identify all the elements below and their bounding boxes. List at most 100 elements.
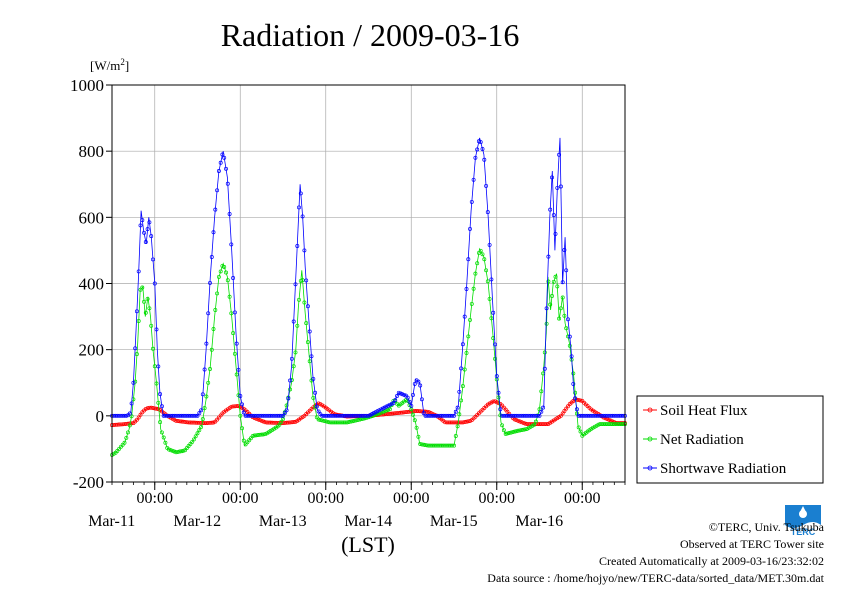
data-point bbox=[452, 443, 456, 448]
data-point bbox=[115, 413, 120, 418]
data-point bbox=[145, 296, 150, 301]
data-point bbox=[281, 413, 285, 418]
data-point bbox=[325, 419, 330, 424]
data-point bbox=[193, 434, 198, 439]
data-point bbox=[161, 435, 166, 440]
x-tick-time-label: 00:00 bbox=[222, 490, 258, 507]
data-point bbox=[585, 413, 590, 418]
data-point bbox=[466, 257, 471, 262]
data-point bbox=[250, 413, 255, 418]
y-axis-label: [W/m2] bbox=[90, 57, 129, 73]
data-point bbox=[510, 430, 515, 435]
legend-label: Soil Heat Flux bbox=[660, 403, 748, 419]
data-point bbox=[583, 413, 588, 418]
data-point bbox=[213, 207, 218, 212]
data-point bbox=[539, 409, 544, 414]
data-point bbox=[409, 403, 414, 408]
data-point bbox=[550, 175, 554, 180]
data-point bbox=[571, 371, 576, 376]
data-point bbox=[175, 419, 180, 423]
data-point bbox=[526, 422, 531, 427]
data-point bbox=[297, 205, 301, 210]
data-point bbox=[225, 278, 230, 283]
data-point bbox=[509, 413, 513, 418]
data-point bbox=[485, 279, 490, 284]
data-point bbox=[464, 287, 469, 291]
data-point bbox=[567, 334, 572, 339]
data-point bbox=[175, 449, 180, 454]
footer-copyright: ©TERC, Univ. Tsukuba bbox=[708, 520, 824, 534]
data-point bbox=[248, 413, 253, 418]
data-point bbox=[120, 413, 125, 418]
data-point bbox=[197, 428, 202, 433]
data-point bbox=[143, 406, 148, 411]
data-point bbox=[118, 413, 123, 418]
data-point bbox=[302, 248, 307, 253]
data-point bbox=[512, 429, 517, 434]
data-point bbox=[542, 422, 547, 427]
data-point bbox=[405, 395, 410, 400]
footer-observed: Observed at TERC Tower site bbox=[679, 537, 824, 551]
data-point bbox=[432, 443, 437, 448]
data-point bbox=[206, 311, 211, 316]
chart-title: Radiation / 2009-03-16 bbox=[221, 17, 520, 53]
data-point bbox=[346, 413, 351, 418]
data-point bbox=[592, 413, 597, 418]
data-point bbox=[457, 389, 462, 394]
y-tick-label: 0 bbox=[96, 407, 105, 426]
data-point bbox=[343, 413, 348, 418]
data-point bbox=[193, 413, 198, 418]
data-point bbox=[204, 394, 209, 399]
data-point bbox=[202, 367, 207, 372]
data-point bbox=[289, 356, 294, 361]
data-point bbox=[195, 431, 200, 436]
data-point bbox=[491, 399, 496, 404]
data-point bbox=[288, 378, 293, 383]
data-point bbox=[209, 255, 214, 259]
data-point bbox=[354, 418, 358, 423]
data-point bbox=[516, 413, 521, 418]
data-point bbox=[533, 413, 538, 418]
data-point bbox=[288, 420, 293, 425]
data-point bbox=[601, 422, 606, 427]
data-point bbox=[493, 342, 497, 347]
data-point bbox=[136, 319, 141, 323]
data-point bbox=[514, 429, 519, 434]
data-point bbox=[493, 356, 497, 361]
data-point bbox=[411, 392, 415, 397]
data-point bbox=[118, 422, 123, 427]
data-point bbox=[289, 420, 294, 425]
data-point bbox=[535, 422, 540, 427]
data-point bbox=[532, 422, 537, 427]
data-point bbox=[142, 230, 147, 235]
data-point bbox=[261, 413, 266, 418]
y-tick-label: 400 bbox=[79, 275, 105, 294]
data-point bbox=[414, 409, 419, 413]
data-point bbox=[288, 387, 293, 392]
data-point bbox=[151, 406, 155, 410]
data-point bbox=[263, 413, 268, 418]
y-tick-label: 600 bbox=[79, 208, 105, 227]
data-point bbox=[149, 323, 154, 328]
data-point bbox=[599, 422, 604, 427]
data-point bbox=[209, 420, 214, 425]
data-point bbox=[298, 278, 303, 283]
data-point bbox=[151, 257, 155, 262]
data-point bbox=[395, 394, 399, 398]
data-point bbox=[336, 420, 341, 425]
data-point bbox=[304, 278, 309, 283]
data-point bbox=[218, 269, 223, 274]
data-point bbox=[509, 430, 513, 435]
data-point bbox=[571, 381, 576, 386]
x-tick-date-label: Mar-16 bbox=[515, 513, 563, 530]
y-tick-label: 1000 bbox=[70, 76, 104, 95]
data-point bbox=[225, 181, 230, 186]
data-point bbox=[471, 177, 476, 182]
data-point bbox=[316, 417, 321, 422]
data-point bbox=[147, 405, 152, 410]
data-point bbox=[553, 231, 558, 236]
data-point bbox=[576, 425, 581, 430]
data-point bbox=[143, 310, 148, 315]
data-point bbox=[213, 308, 218, 312]
y-axis-label-main: [W/m bbox=[90, 58, 120, 73]
